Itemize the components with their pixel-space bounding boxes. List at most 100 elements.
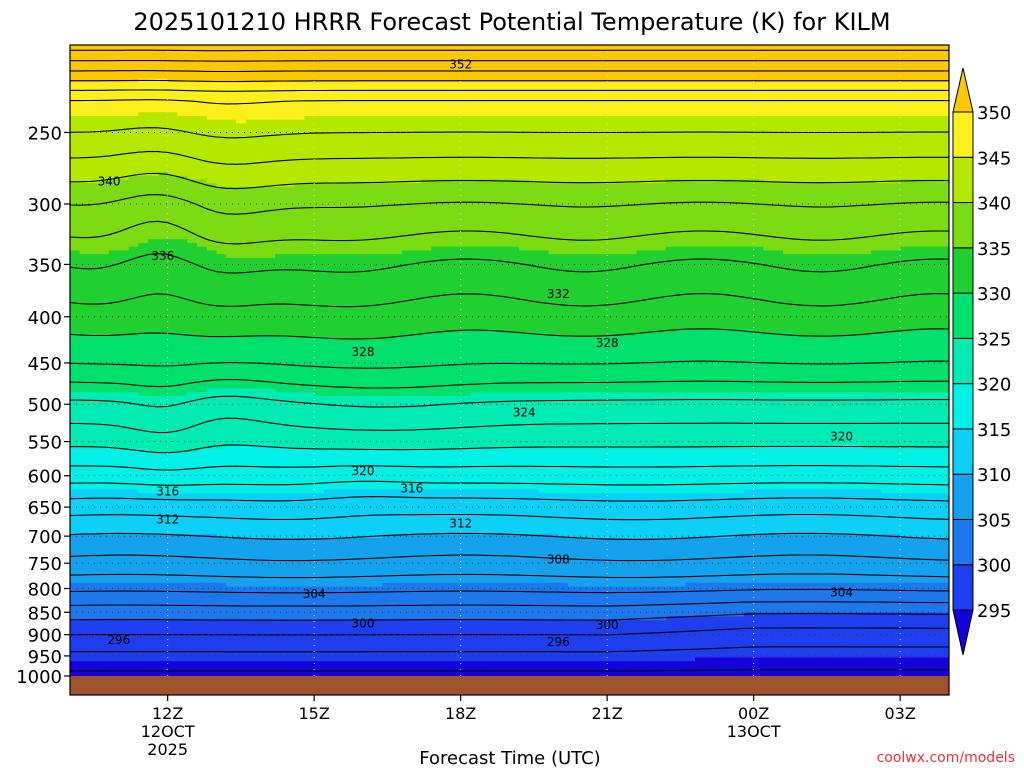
- fill-cell: [70, 269, 949, 274]
- contour-label-352: 352: [449, 58, 472, 72]
- fill-cell: [167, 171, 949, 177]
- y-tick-label: 1000: [16, 667, 62, 688]
- fill-cell: [216, 183, 296, 188]
- colorbar-tick-label: 335: [977, 239, 1011, 260]
- fill-cell: [70, 444, 227, 449]
- colorbar-segment: [952, 202, 974, 249]
- fill-cell: [314, 392, 472, 397]
- fill-cell: [70, 302, 949, 308]
- fill-cell: [206, 388, 276, 393]
- fill-cell: [70, 235, 949, 240]
- fill-cell: [70, 254, 227, 259]
- fill-cell: [70, 257, 949, 263]
- fill-cell: [70, 213, 949, 218]
- x-tick-label: 21Z: [592, 704, 623, 723]
- fill-cell: [70, 672, 949, 677]
- fill-cell: [70, 239, 149, 244]
- contour-300: [70, 613, 949, 621]
- contour-label-328: 328: [596, 336, 619, 350]
- y-tick-label: 550: [28, 433, 62, 454]
- fill-cell: [70, 347, 949, 352]
- fill-cell: [70, 328, 462, 334]
- fill-cell: [138, 242, 198, 248]
- fill-cell: [70, 579, 949, 584]
- contour-336: [70, 220, 949, 245]
- y-tick-label: 450: [28, 354, 62, 375]
- x-tick-label: 12OCT: [141, 722, 195, 741]
- fill-cell: [70, 171, 159, 177]
- fill-cell: [70, 560, 949, 565]
- colorbar-tick-label: 340: [977, 194, 1011, 215]
- fill-cell: [236, 119, 247, 125]
- fill-cell: [548, 250, 638, 255]
- fill-cell: [70, 119, 237, 125]
- contour-label-text: 300: [352, 616, 375, 630]
- fill-cell: [70, 89, 949, 95]
- fill-cell: [743, 489, 882, 494]
- fill-cell: [70, 590, 949, 595]
- fill-cell: [70, 500, 949, 505]
- fill-cell: [743, 612, 949, 618]
- fill-cell: [382, 534, 559, 539]
- fill-cell: [70, 463, 949, 468]
- fill-cell: [70, 101, 949, 106]
- colorbar: 295 300 305 310 315 320 325 330 335 340 345 350: [952, 67, 1011, 656]
- fill-cell: [70, 575, 949, 580]
- plot-area: 352 340 336 332 328 328 324 320 320 316 316 312 312 3…: [70, 45, 949, 695]
- fill-cell: [695, 657, 949, 662]
- x-tick-label: 12Z: [152, 704, 183, 723]
- contour-label-text: 308: [547, 553, 570, 567]
- fill-cell: [70, 130, 949, 136]
- fill-cell: [70, 411, 949, 416]
- fill-cell: [70, 601, 949, 606]
- fill-cell: [275, 254, 949, 259]
- x-tick-label: 03Z: [885, 704, 916, 723]
- colorbar-segment: [952, 337, 974, 385]
- y-tick-label: 250: [28, 123, 62, 144]
- fill-cell: [70, 48, 949, 54]
- fill-cell: [70, 272, 949, 278]
- fill-cell: [70, 448, 149, 453]
- fill-cell: [70, 157, 949, 162]
- contour-label-296: 296: [547, 635, 570, 649]
- contour-322: [70, 417, 949, 434]
- contour-label-text: 296: [107, 633, 130, 647]
- contour-label-316: 316: [400, 481, 423, 495]
- colorbar-segment: [952, 383, 974, 430]
- fill-cell: [70, 246, 130, 252]
- contour-348: [70, 89, 949, 92]
- fill-cell: [70, 399, 949, 405]
- colorbar-tick-label: 320: [977, 375, 1011, 396]
- fill-cell: [70, 362, 949, 367]
- y-axis: 2503003504004505005506006507007508008509…: [16, 123, 70, 688]
- fill-cell: [70, 366, 949, 371]
- fill-cell: [636, 332, 794, 337]
- fill-cell: [70, 242, 139, 248]
- colorbar-tick-label: 310: [977, 465, 1011, 486]
- contour-label-text: 328: [596, 336, 619, 350]
- fill-cell: [70, 642, 949, 647]
- fill-cell: [70, 545, 949, 550]
- fill-cell: [70, 638, 949, 644]
- fill-cell: [70, 414, 949, 420]
- fill-cell: [70, 418, 949, 423]
- fill-cell: [70, 340, 949, 345]
- contour-label-304: 304: [303, 587, 326, 601]
- contour-label-text: 304: [303, 587, 326, 601]
- fill-cell: [70, 646, 949, 651]
- fill-cell: [70, 481, 949, 487]
- fill-cell: [216, 250, 403, 255]
- fill-cell: [196, 448, 949, 453]
- contour-294: [70, 669, 949, 672]
- y-tick-label: 650: [28, 498, 62, 519]
- contour-312: [70, 513, 949, 521]
- fill-cell: [70, 194, 949, 199]
- fill-cell: [70, 388, 208, 393]
- contour-label-340: 340: [98, 175, 121, 189]
- x-axis-label: Forecast Time (UTC): [419, 748, 600, 768]
- y-tick-label: 900: [28, 626, 62, 647]
- contour-label-text: 312: [449, 517, 472, 531]
- fill-cell: [568, 582, 686, 588]
- fill-cell: [734, 534, 901, 539]
- contour-label-320: 320: [352, 464, 375, 478]
